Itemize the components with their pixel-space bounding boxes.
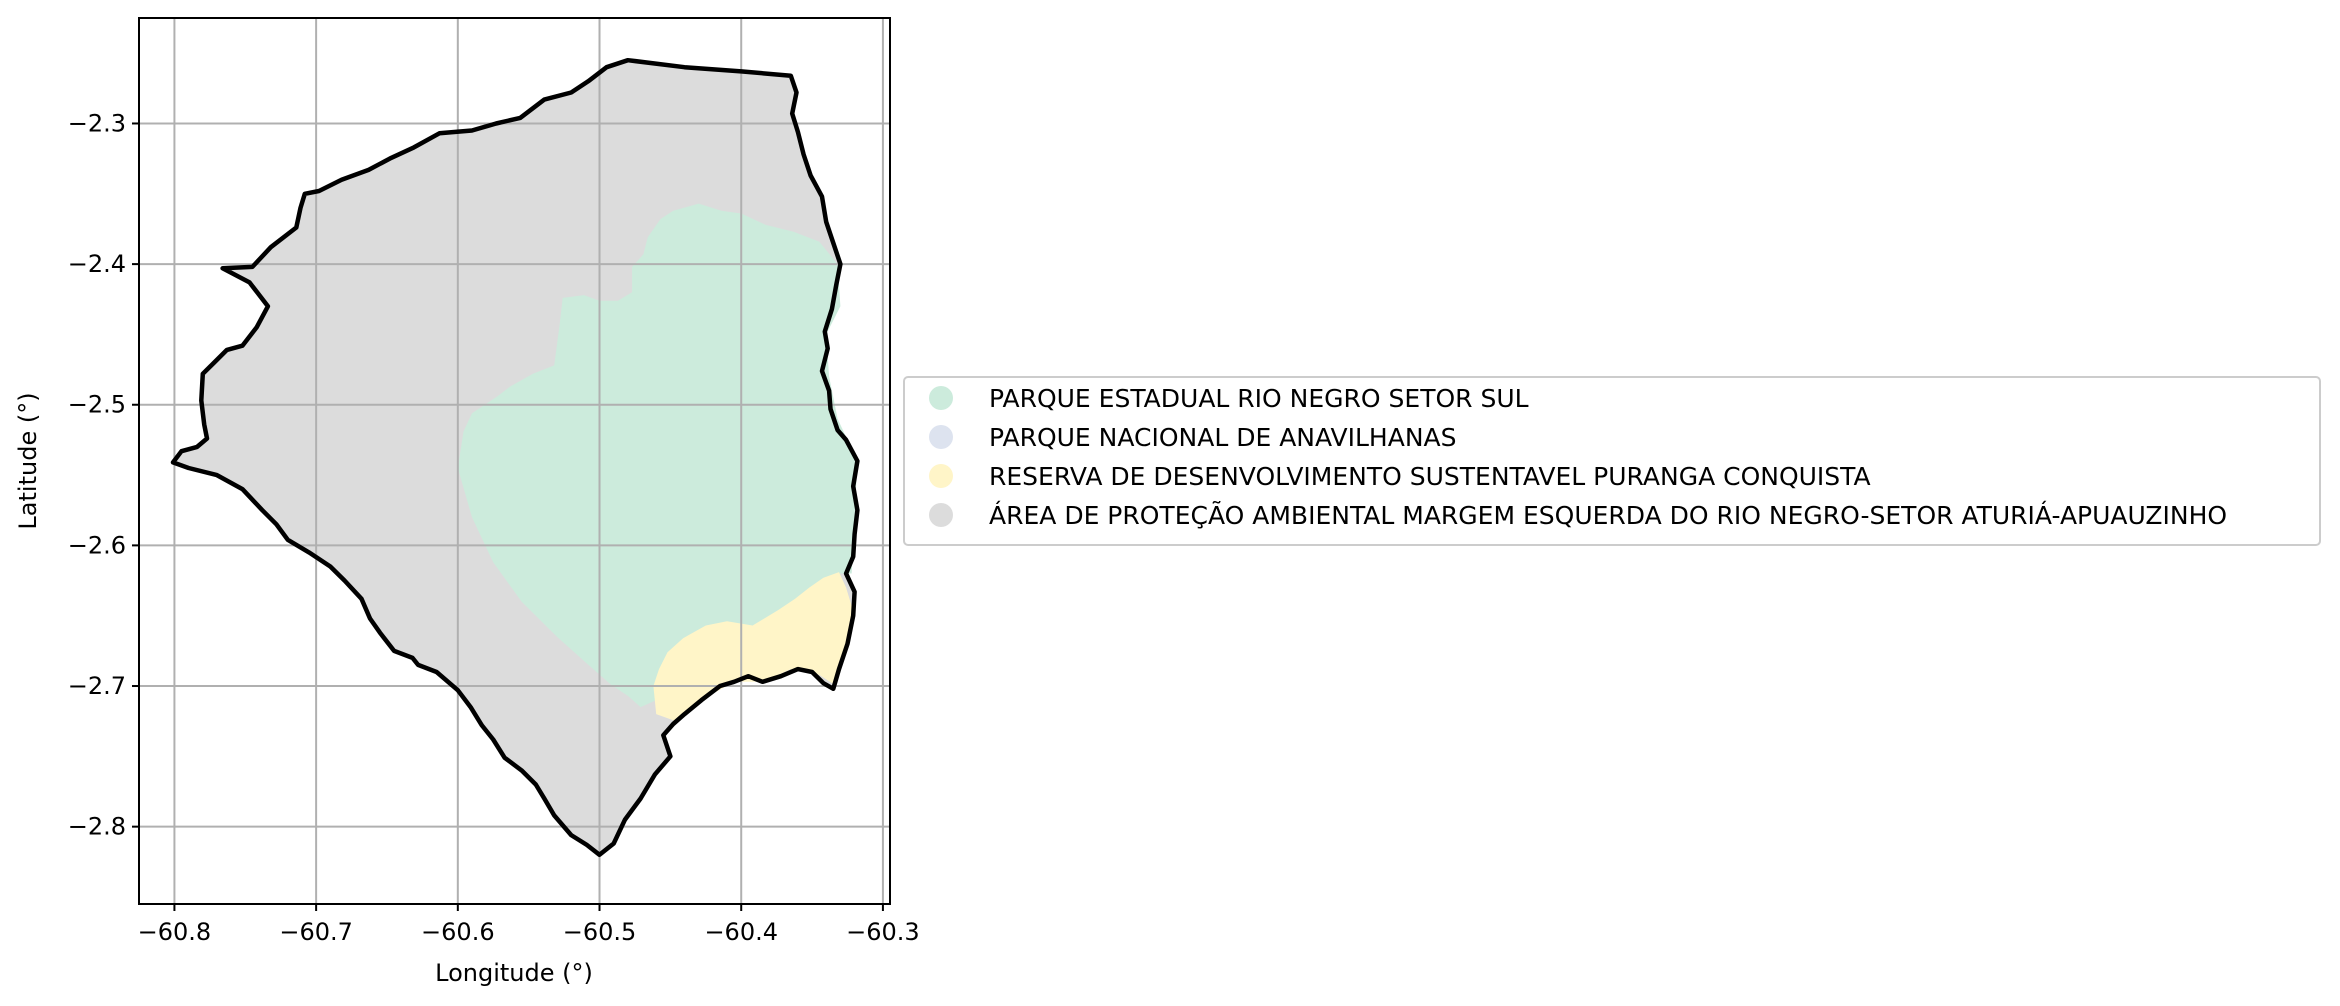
y-tick-label: −2.6 (68, 531, 126, 559)
protected-area-regions (173, 60, 858, 855)
x-tick-label: −60.8 (138, 918, 212, 946)
area-boundary-outline (170, 57, 860, 858)
y-axis-label: Latitude (°) (14, 392, 42, 529)
plot-area (138, 17, 891, 905)
legend-marker (929, 425, 953, 449)
x-axis-ticks: −60.8 −60.7 −60.6 −60.5 −60.4 −60.3 (138, 904, 920, 946)
legend-marker (929, 464, 953, 488)
x-tick-label: −60.7 (279, 918, 353, 946)
grid-lines (139, 18, 890, 904)
x-tick-label: −60.3 (846, 918, 920, 946)
legend-label: RESERVA DE DESENVOLVIMENTO SUSTENTAVEL P… (989, 462, 1871, 491)
y-tick-label: −2.8 (68, 813, 126, 841)
legend: PARQUE ESTADUAL RIO NEGRO SETOR SUL PARQU… (903, 376, 2321, 546)
x-tick-label: −60.5 (563, 918, 637, 946)
legend-label: ÁREA DE PROTEÇÃO AMBIENTAL MARGEM ESQUER… (989, 500, 2227, 530)
legend-frame (903, 376, 2321, 546)
legend-marker (929, 503, 953, 527)
y-tick-label: −2.4 (68, 250, 126, 278)
legend-label: PARQUE NACIONAL DE ANAVILHANAS (989, 423, 1457, 452)
y-tick-label: −2.3 (68, 109, 126, 137)
axes-frame (138, 17, 891, 905)
x-tick-label: −60.6 (421, 918, 495, 946)
region-2 (653, 572, 855, 722)
x-tick-label: −60.4 (704, 918, 778, 946)
y-tick-label: −2.7 (68, 672, 126, 700)
legend-label: PARQUE ESTADUAL RIO NEGRO SETOR SUL (989, 384, 1529, 413)
region-1 (457, 203, 858, 708)
legend-marker (929, 386, 953, 410)
y-axis-ticks: −2.3 −2.4 −2.5 −2.6 −2.7 −2.8 (68, 109, 139, 841)
x-axis-label: Longitude (°) (435, 959, 593, 987)
y-tick-label: −2.5 (68, 391, 126, 419)
